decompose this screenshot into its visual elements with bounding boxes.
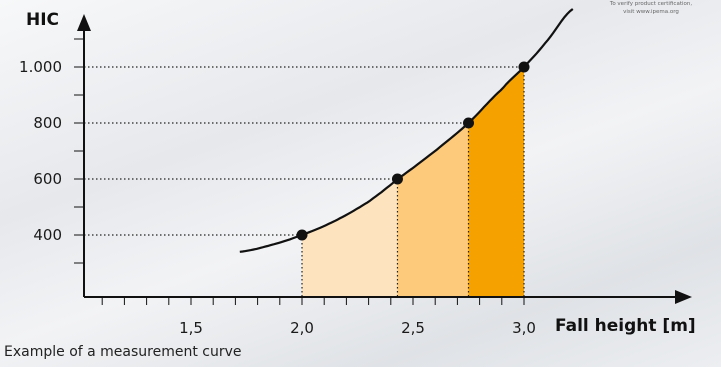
x-tick-label: 3,0 (512, 319, 536, 337)
x-tick-label: 2,0 (290, 319, 314, 337)
y-tick-label: 400 (33, 226, 62, 244)
y-tick-label: 800 (33, 114, 62, 132)
measurement-point-3 (463, 117, 474, 129)
x-tick-label: 2,5 (401, 319, 425, 337)
labels-layer: HIC Fall height [m] 1,5 2,0 2,5 3,0 400 600 80… (19, 10, 696, 337)
measurement-point-2 (391, 173, 403, 185)
shaded-region-3 (468, 67, 524, 297)
curve-layer (239, 8, 574, 253)
points-layer (296, 61, 530, 241)
chart-caption: Example of a measurement curve (4, 344, 242, 360)
shaded-region-2 (397, 123, 469, 297)
x-tick-label: 1,5 (179, 319, 203, 337)
measurement-point-4 (518, 61, 530, 73)
guide-lines-layer (84, 66, 525, 297)
y-tick-label: 1.000 (19, 58, 62, 76)
certification-note: To verify product certification, visit w… (596, 0, 706, 16)
certification-note-line-2: visit www.ipema.org (623, 9, 679, 15)
y-axis-title: HIC (26, 10, 59, 30)
x-axis-arrowhead (675, 290, 692, 304)
certification-note-line-1: To verify product certification, (609, 1, 693, 7)
measurement-point-1 (296, 229, 308, 241)
axes-layer (74, 14, 692, 305)
y-tick-label: 600 (33, 170, 62, 188)
x-axis-title: Fall height [m] (555, 316, 696, 336)
shaded-region-1 (302, 179, 398, 297)
measurement-curve (239, 8, 574, 253)
y-axis-arrowhead (77, 14, 91, 31)
